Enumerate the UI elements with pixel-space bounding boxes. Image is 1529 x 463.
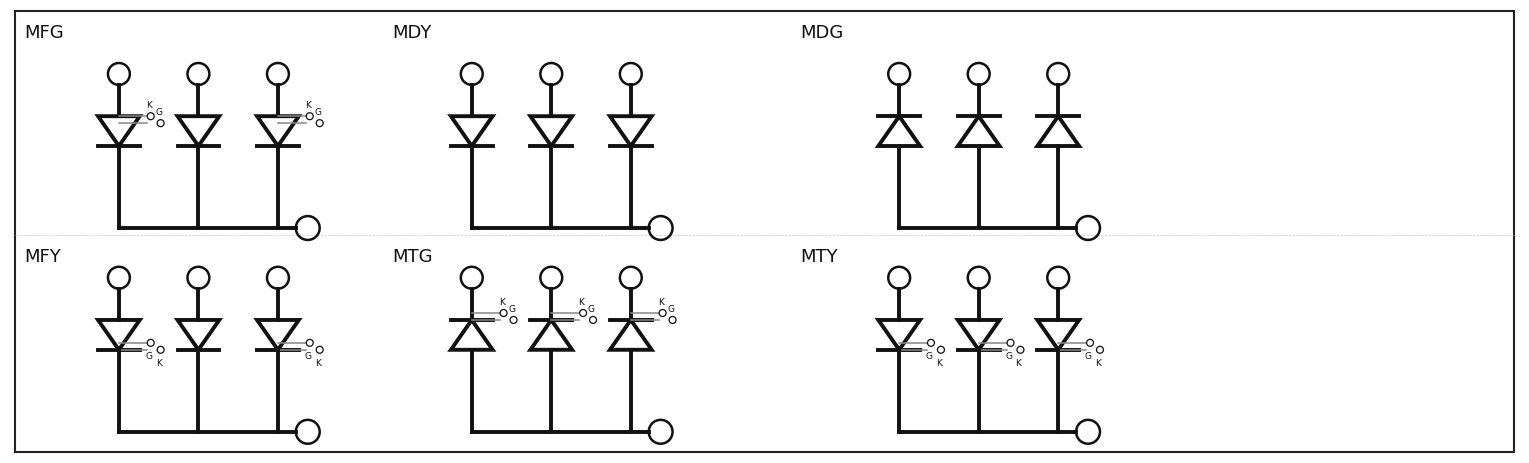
Text: G: G — [508, 305, 515, 314]
Text: MTY: MTY — [800, 248, 838, 266]
Text: G: G — [145, 352, 153, 361]
Text: MDY: MDY — [393, 24, 431, 42]
Text: G: G — [154, 108, 162, 117]
Text: G: G — [304, 352, 312, 361]
Text: K: K — [304, 101, 310, 110]
Text: K: K — [156, 359, 162, 368]
Text: MTG: MTG — [393, 248, 433, 266]
Text: K: K — [578, 298, 584, 307]
Text: G: G — [1005, 352, 1012, 361]
Text: K: K — [315, 359, 321, 368]
Text: K: K — [657, 298, 664, 307]
Text: K: K — [145, 101, 151, 110]
Text: K: K — [936, 359, 942, 368]
Text: K: K — [1095, 359, 1101, 368]
Text: G: G — [925, 352, 933, 361]
Text: MFY: MFY — [24, 248, 61, 266]
Text: G: G — [1084, 352, 1092, 361]
Text: MDG: MDG — [800, 24, 842, 42]
Text: G: G — [587, 305, 595, 314]
Text: G: G — [667, 305, 674, 314]
Text: MFG: MFG — [24, 24, 64, 42]
Text: K: K — [498, 298, 505, 307]
Text: K: K — [1015, 359, 1021, 368]
Text: G: G — [313, 108, 321, 117]
